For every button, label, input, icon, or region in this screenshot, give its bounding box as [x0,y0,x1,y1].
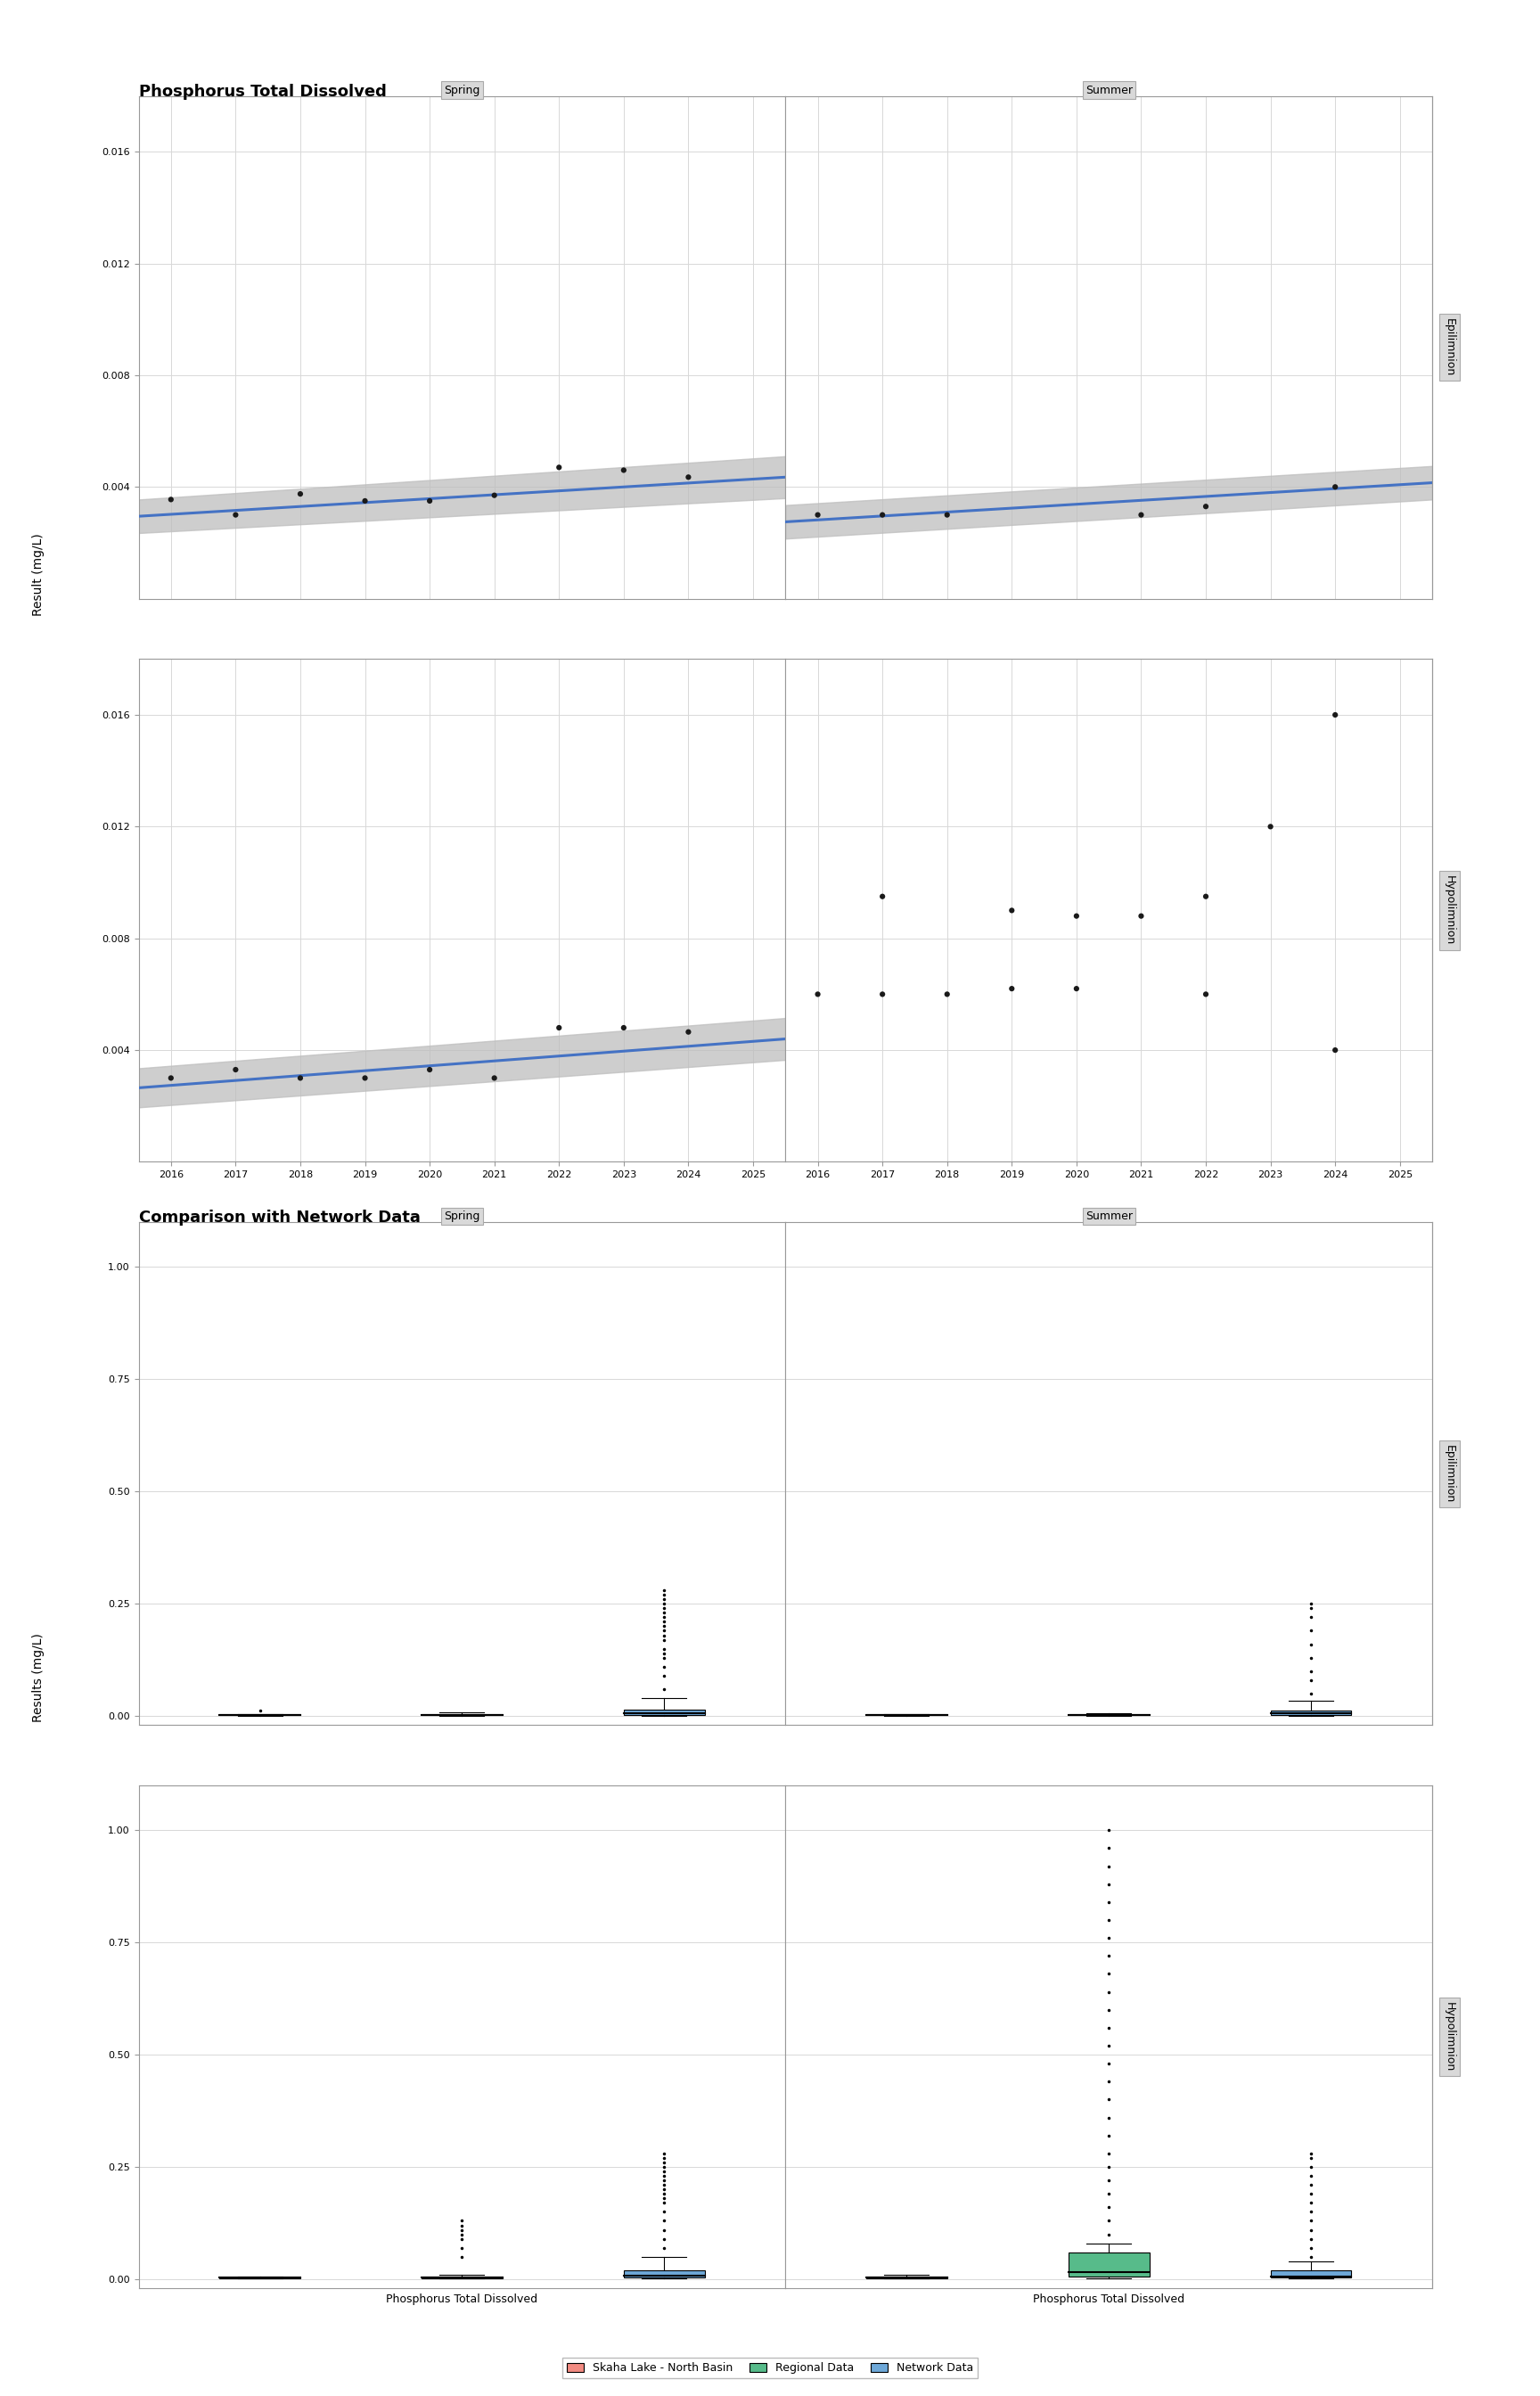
Bar [1069,2252,1149,2276]
Title: Spring: Spring [444,1210,480,1222]
Point [482,477,507,515]
Y-axis label: Epilimnion: Epilimnion [1443,1445,1455,1502]
Point [1323,467,1348,506]
X-axis label: Phosphorus Total Dissolved: Phosphorus Total Dissolved [1033,2293,1184,2305]
Point [805,496,830,534]
Point [611,1009,636,1047]
X-axis label: Phosphorus Total Dissolved: Phosphorus Total Dissolved [387,2293,537,2305]
Text: Comparison with Network Data: Comparison with Network Data [139,1210,420,1227]
Point [676,1014,701,1052]
Text: Result (mg/L): Result (mg/L) [32,534,45,616]
Legend: Skaha Lake - North Basin, Regional Data, Network Data: Skaha Lake - North Basin, Regional Data,… [562,2358,978,2379]
Point [417,482,442,520]
Point [1194,877,1218,915]
Point [1194,486,1218,525]
Point [288,474,313,513]
Point [159,1059,183,1097]
Point [870,496,895,534]
Point [935,975,959,1014]
Point [1258,807,1283,846]
Point [870,877,895,915]
Point [353,1059,377,1097]
Point [1129,496,1153,534]
Title: Summer: Summer [1086,1210,1132,1222]
Point [611,450,636,489]
Point [1323,695,1348,733]
Y-axis label: Hypolimnion: Hypolimnion [1443,2003,1455,2073]
Point [223,496,248,534]
Text: Phosphorus Total Dissolved: Phosphorus Total Dissolved [139,84,387,101]
Bar [1270,2271,1352,2279]
Text: Results (mg/L): Results (mg/L) [32,1632,45,1723]
Bar [624,1708,704,1716]
Point [1064,970,1089,1009]
Point [159,479,183,518]
Bar [624,2271,704,2279]
Title: Summer: Summer [1086,84,1132,96]
Bar [1270,1711,1352,1716]
Point [353,482,377,520]
Point [547,1009,571,1047]
Point [1129,896,1153,934]
Point [870,975,895,1014]
Point [676,458,701,496]
Point [999,891,1024,930]
Y-axis label: Hypolimnion: Hypolimnion [1443,875,1455,946]
Y-axis label: Epilimnion: Epilimnion [1443,319,1455,376]
Point [1323,1030,1348,1069]
Point [999,970,1024,1009]
Point [805,975,830,1014]
Point [935,496,959,534]
Point [223,1049,248,1088]
Point [547,448,571,486]
Point [482,1059,507,1097]
Point [288,1059,313,1097]
Point [1194,975,1218,1014]
Title: Spring: Spring [444,84,480,96]
Point [1064,896,1089,934]
Point [417,1049,442,1088]
